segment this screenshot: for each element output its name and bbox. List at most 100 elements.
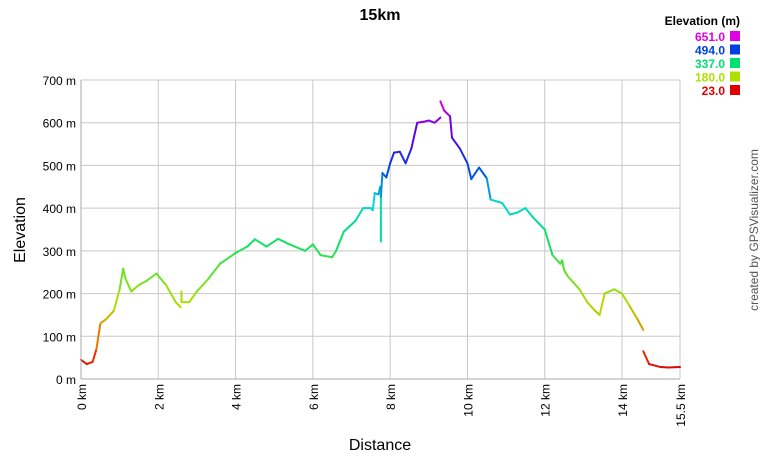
x-tick-label: 0 km	[75, 384, 89, 410]
profile-segment	[288, 243, 307, 252]
profile-segment	[145, 272, 158, 282]
legend-title: Elevation (m)	[665, 14, 740, 28]
profile-segment	[551, 254, 562, 265]
y-tick-label: 300 m	[43, 245, 76, 259]
x-tick-label: 4 km	[230, 384, 244, 410]
x-tick-label: 2 km	[152, 384, 166, 410]
profile-segment	[354, 207, 365, 222]
profile-segment	[165, 284, 177, 304]
profile-segment	[532, 216, 546, 231]
y-axis-label: Elevation	[12, 197, 29, 263]
profile-segment	[377, 185, 382, 196]
x-tick-label: 6 km	[307, 384, 321, 410]
profile-segment	[578, 288, 589, 304]
profile-segment	[342, 219, 357, 233]
legend-label: 494.0	[695, 44, 725, 58]
profile-segment	[489, 198, 504, 205]
x-tick-label: 8 km	[384, 384, 398, 410]
profile-segment	[389, 151, 396, 165]
profile-segment	[137, 279, 148, 287]
profile-segment	[470, 166, 481, 181]
y-tick-label: 500 m	[43, 159, 76, 173]
profile-segment	[543, 228, 554, 257]
profile-segment	[508, 211, 519, 216]
profile-segment	[304, 243, 314, 252]
profile-segment	[335, 230, 345, 252]
profile-segment	[253, 238, 268, 248]
profile-segment	[122, 267, 127, 280]
x-tick-label: 12 km	[539, 384, 553, 417]
profile-segment	[628, 305, 639, 321]
profile-segment	[449, 115, 453, 139]
profile-segment	[598, 292, 606, 316]
profile-segment	[207, 262, 222, 280]
profile-segment	[105, 309, 115, 321]
profile-segment	[379, 172, 384, 198]
profile-segment	[427, 119, 436, 124]
profile-segment	[85, 360, 94, 366]
profile-segment	[311, 243, 322, 257]
profile-segment	[458, 147, 469, 165]
x-tick-label: 14 km	[616, 384, 630, 417]
profile-segment	[621, 292, 631, 308]
profile-segment	[234, 245, 249, 254]
profile-segment	[410, 121, 419, 150]
profile-segment	[265, 237, 280, 248]
profile-segment	[563, 269, 569, 278]
profile-segment	[155, 272, 168, 287]
profile-segment	[566, 275, 581, 291]
profile-segment	[603, 288, 616, 295]
profile-segment	[95, 322, 102, 351]
profile-segment	[371, 192, 376, 212]
axes: 0 m 100 m 200 m 300 m 400 m 500 m 600 m 700 m 0 …	[43, 74, 688, 427]
legend-swatch	[730, 58, 740, 68]
profile-segment	[478, 166, 488, 180]
profile-segment	[385, 162, 392, 179]
legend-label: 337.0	[695, 57, 725, 71]
profile-segment	[404, 147, 413, 165]
y-tick-label: 400 m	[43, 202, 76, 216]
x-tick-label: 15.5 km	[674, 384, 688, 427]
profile-segment	[99, 318, 108, 325]
legend-swatch	[730, 71, 740, 82]
x-tick-label: 10 km	[461, 384, 475, 417]
legend-label: 651.0	[695, 30, 725, 44]
profile-segment	[501, 202, 511, 216]
profile-segment	[450, 136, 461, 150]
profile-segment	[219, 251, 237, 265]
legend-label: 23.0	[702, 84, 726, 98]
profile-segment	[636, 318, 645, 331]
profile-segment	[319, 254, 334, 259]
profile-segment	[246, 238, 256, 248]
profile-segment	[195, 277, 210, 293]
profile-segment	[277, 237, 291, 246]
y-tick-label: 200 m	[43, 288, 76, 302]
profile-segment	[642, 350, 651, 366]
y-tick-label: 100 m	[43, 330, 76, 344]
elevation-profile	[80, 100, 681, 369]
profile-segment	[613, 288, 624, 295]
x-axis-label: Distance	[349, 437, 411, 454]
legend-swatch	[730, 44, 740, 55]
profile-segment	[524, 207, 535, 219]
profile-segment	[112, 288, 121, 312]
profile-segment	[91, 348, 98, 363]
profile-segment	[188, 290, 198, 304]
legend-swatch	[730, 85, 740, 95]
profile-segment	[485, 177, 492, 201]
profile-segment	[439, 100, 446, 112]
profile-segment	[433, 116, 442, 124]
profile-segment	[648, 363, 662, 369]
profile-segment	[80, 358, 88, 366]
profile-segment	[561, 259, 566, 272]
profile-segment	[331, 249, 338, 259]
profile-segment	[586, 301, 596, 312]
legend-label: 180.0	[695, 71, 725, 85]
chart-title: 15km	[360, 7, 401, 24]
profile-segment	[124, 277, 133, 293]
credit-text[interactable]: created by GPSVisualizer.com	[747, 149, 760, 311]
profile-segment	[516, 207, 527, 214]
